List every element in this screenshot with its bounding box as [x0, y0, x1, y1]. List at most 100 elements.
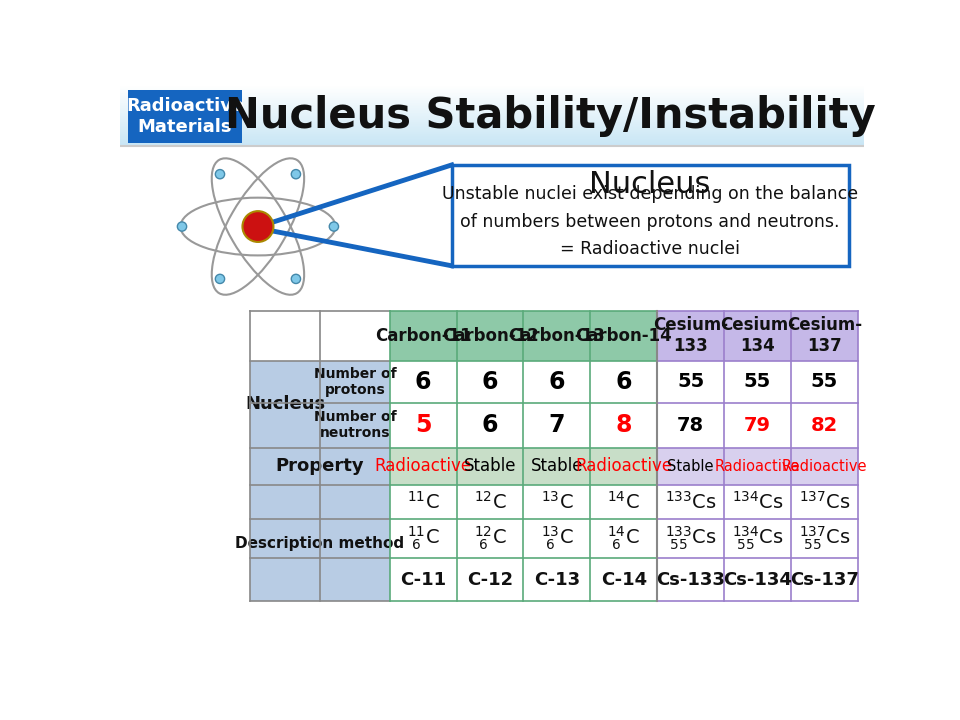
Text: Radioactive: Radioactive [781, 459, 867, 474]
Bar [120, 133, 864, 134]
FancyBboxPatch shape [658, 448, 724, 485]
FancyBboxPatch shape [791, 485, 858, 519]
Text: Cs-133: Cs-133 [657, 570, 725, 588]
Text: 6: 6 [548, 369, 565, 394]
Bar [120, 142, 864, 143]
Bar [120, 137, 864, 138]
Bar [120, 111, 864, 112]
Text: Number of
protons: Number of protons [314, 366, 396, 397]
FancyBboxPatch shape [523, 403, 590, 448]
FancyBboxPatch shape [658, 311, 724, 361]
FancyBboxPatch shape [590, 403, 658, 448]
Bar [120, 127, 864, 128]
Bar [120, 101, 864, 102]
Text: Cesium-
134: Cesium- 134 [720, 317, 795, 355]
FancyBboxPatch shape [457, 485, 523, 519]
FancyBboxPatch shape [590, 311, 658, 361]
Bar [120, 118, 864, 119]
FancyBboxPatch shape [523, 519, 590, 559]
Text: Carbon-13: Carbon-13 [509, 327, 605, 345]
Text: $^{14}_{\ 6}$C: $^{14}_{\ 6}$C [608, 525, 640, 552]
Bar [120, 126, 864, 127]
FancyBboxPatch shape [320, 361, 390, 403]
Text: C-13: C-13 [534, 570, 580, 588]
FancyBboxPatch shape [251, 361, 320, 448]
FancyBboxPatch shape [457, 559, 523, 600]
FancyBboxPatch shape [457, 403, 523, 448]
FancyBboxPatch shape [390, 361, 457, 403]
Text: Nucleus: Nucleus [589, 170, 710, 199]
FancyBboxPatch shape [457, 519, 523, 559]
Bar [120, 135, 864, 137]
Bar [120, 90, 864, 91]
FancyBboxPatch shape [724, 403, 791, 448]
Bar [120, 106, 864, 107]
Circle shape [243, 211, 274, 242]
FancyBboxPatch shape [590, 448, 658, 485]
FancyBboxPatch shape [251, 448, 390, 485]
Polygon shape [269, 207, 276, 246]
Bar [120, 140, 864, 141]
Text: Cesium-
133: Cesium- 133 [653, 317, 729, 355]
FancyBboxPatch shape [791, 361, 858, 403]
Text: Nucleus Stability/Instability: Nucleus Stability/Instability [225, 96, 876, 138]
Text: Radioactive: Radioactive [374, 457, 471, 475]
Circle shape [291, 169, 300, 179]
Bar [120, 104, 864, 105]
Text: $^{13}_{\ 6}$C: $^{13}_{\ 6}$C [540, 525, 573, 552]
Text: Cesium-
137: Cesium- 137 [787, 317, 862, 355]
Circle shape [329, 222, 339, 231]
Text: Unstable nuclei exist depending on the balance
of numbers between protons and ne: Unstable nuclei exist depending on the b… [442, 185, 858, 258]
Text: $^{134}_{\ 55}$Cs: $^{134}_{\ 55}$Cs [732, 525, 783, 552]
Bar [120, 86, 864, 87]
Bar [120, 107, 864, 108]
Text: 6: 6 [482, 369, 498, 394]
Bar [120, 87, 864, 88]
FancyBboxPatch shape [390, 559, 457, 600]
Bar [120, 131, 864, 132]
Bar [120, 114, 864, 115]
FancyBboxPatch shape [457, 448, 523, 485]
Text: 5: 5 [415, 413, 431, 437]
Text: $^{11}_{\ 6}$C: $^{11}_{\ 6}$C [407, 525, 440, 552]
Text: Radioactive: Radioactive [715, 459, 801, 474]
Text: $^{11}$C: $^{11}$C [407, 491, 440, 513]
Polygon shape [248, 207, 254, 246]
FancyBboxPatch shape [452, 165, 849, 266]
FancyBboxPatch shape [390, 403, 457, 448]
Bar [120, 109, 864, 110]
Text: Stable: Stable [464, 457, 516, 475]
Text: $^{137}_{\ 55}$Cs: $^{137}_{\ 55}$Cs [799, 525, 851, 552]
Bar [120, 99, 864, 100]
Bar [120, 128, 864, 129]
Bar [120, 143, 864, 144]
FancyBboxPatch shape [523, 448, 590, 485]
FancyBboxPatch shape [791, 311, 858, 361]
FancyBboxPatch shape [523, 485, 590, 519]
Text: Carbon-11: Carbon-11 [374, 327, 471, 345]
Bar [120, 145, 864, 146]
Bar [120, 115, 864, 116]
Text: 78: 78 [677, 415, 705, 435]
Bar [120, 113, 864, 114]
Bar [120, 122, 864, 123]
Bar [120, 96, 864, 97]
FancyBboxPatch shape [523, 311, 590, 361]
Bar [120, 94, 864, 95]
Circle shape [291, 274, 300, 284]
FancyBboxPatch shape [658, 361, 724, 403]
Bar [120, 100, 864, 101]
Bar [120, 110, 864, 111]
Text: 6: 6 [615, 369, 632, 394]
FancyBboxPatch shape [791, 403, 858, 448]
Bar [120, 121, 864, 122]
Bar [120, 88, 864, 89]
FancyBboxPatch shape [128, 90, 243, 143]
FancyBboxPatch shape [523, 559, 590, 600]
FancyBboxPatch shape [457, 311, 523, 361]
Text: Stable: Stable [531, 457, 583, 475]
Bar [120, 93, 864, 94]
FancyBboxPatch shape [251, 485, 390, 600]
FancyBboxPatch shape [724, 361, 791, 403]
Bar [120, 105, 864, 106]
